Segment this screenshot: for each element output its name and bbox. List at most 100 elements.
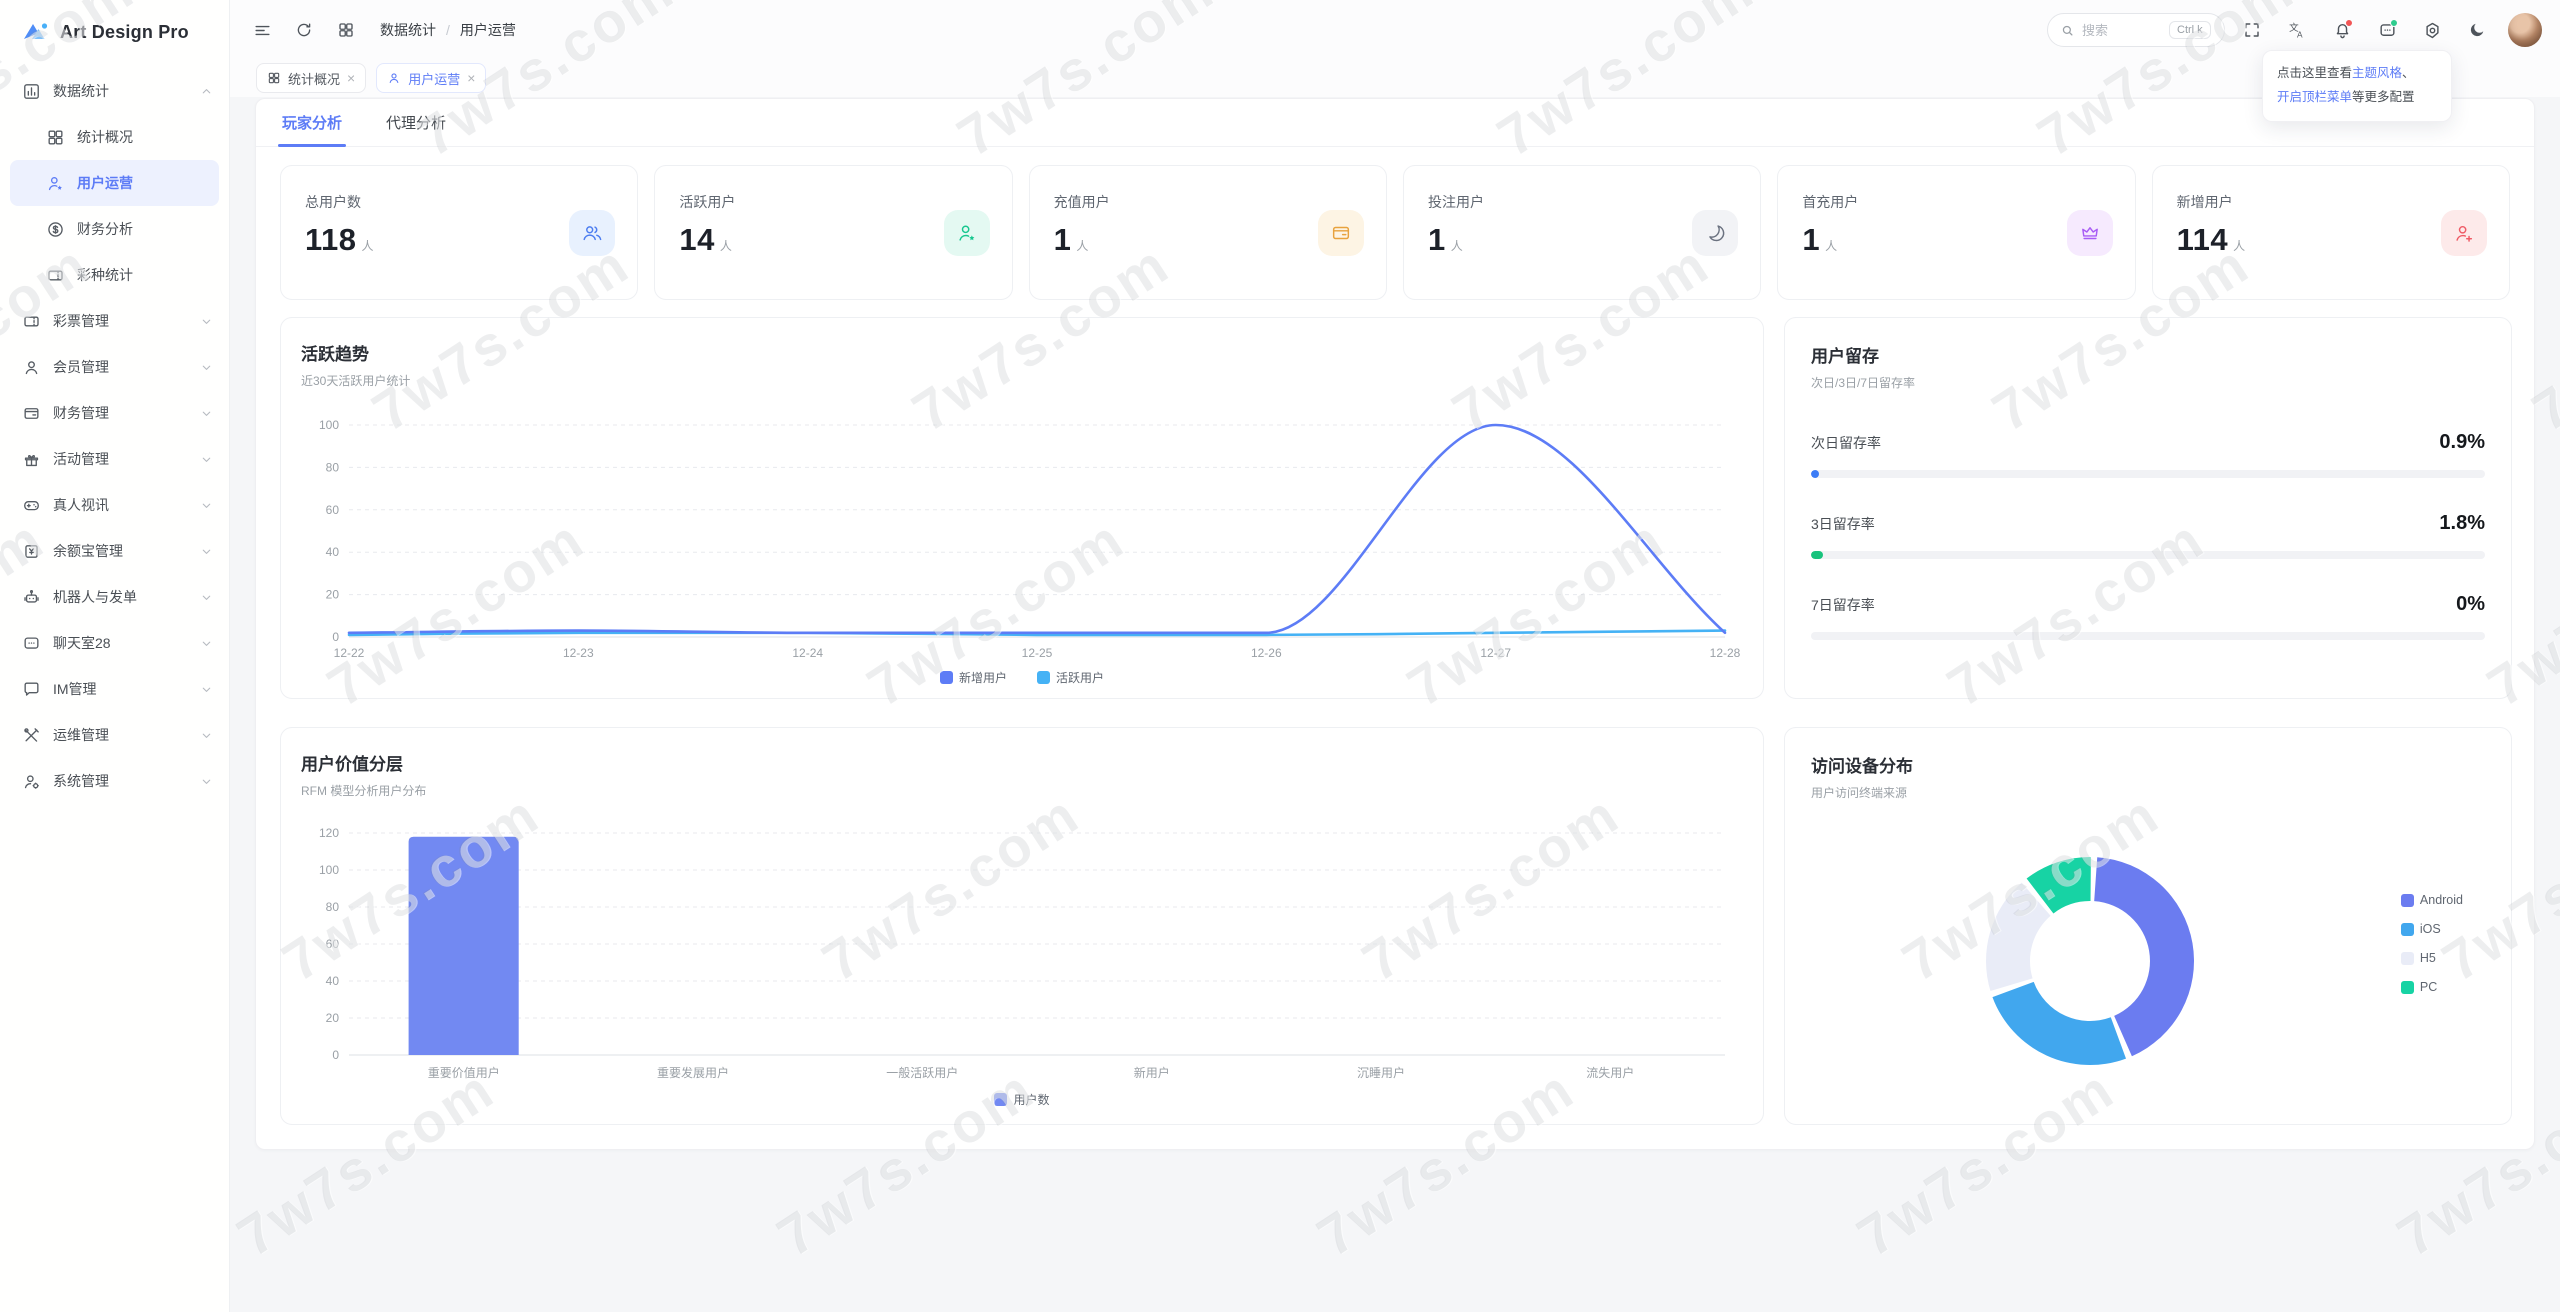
notifications-bell-icon[interactable] (2324, 12, 2360, 48)
svg-text:60: 60 (326, 937, 340, 951)
tab-玩家分析[interactable]: 玩家分析 (277, 112, 347, 147)
menu-collapse-icon[interactable] (244, 12, 280, 48)
tab-chip[interactable]: 用户运营 × (376, 63, 487, 93)
devices-legend-item[interactable]: Android (2400, 893, 2463, 907)
retention-row: 次日留存率 0.9% (1811, 431, 2485, 478)
svg-text:40: 40 (326, 545, 340, 559)
devices-legend-item[interactable]: iOS (2400, 922, 2463, 936)
header-zone: 数据统计 / 用户运营 Ctrl k 文A (230, 0, 2560, 97)
devices-donut-chart[interactable] (1935, 806, 2245, 1116)
devices-legend-item[interactable]: PC (2400, 980, 2463, 994)
user-icon (387, 71, 401, 85)
apps-grid-icon[interactable] (328, 12, 364, 48)
retention-row: 3日留存率 1.8% (1811, 512, 2485, 559)
user-retention-card: 用户留存 次日/3日/7日留存率 次日留存率 0.9% 3日留存率 1.8% 7日留存率… (1784, 317, 2512, 699)
sidebar-item[interactable]: 财务管理 (0, 390, 229, 436)
tab-代理分析[interactable]: 代理分析 (386, 115, 447, 132)
retention-value: 0% (2456, 593, 2485, 615)
sidebar-item-label: 真人视讯 (53, 497, 109, 513)
search-icon (2060, 23, 2075, 38)
sidebar-item[interactable]: 余额宝管理 (0, 528, 229, 574)
devices-legend-item[interactable]: H5 (2400, 951, 2463, 965)
legend-swatch (994, 1093, 1008, 1106)
svg-text:80: 80 (326, 460, 340, 474)
sidebar-item[interactable]: 会员管理 (0, 344, 229, 390)
breadcrumb-item[interactable]: 用户运营 (459, 22, 516, 38)
search-input[interactable] (2082, 22, 2162, 38)
sidebar-item[interactable]: 真人视讯 (0, 482, 229, 528)
sidebar-item[interactable]: 运维管理 (0, 712, 229, 758)
breadcrumb-item[interactable]: 数据统计 (380, 22, 436, 38)
trend-legend-item[interactable]: 新增用户 (939, 669, 1007, 686)
legend-label: 用户数 (1013, 1093, 1050, 1107)
svg-text:20: 20 (326, 1011, 340, 1025)
grid-icon (46, 128, 65, 147)
sidebar-item-label: 财务分析 (77, 221, 133, 237)
search-input-box[interactable]: Ctrl k (2047, 13, 2225, 47)
stat-value: 114 (2176, 222, 2229, 257)
legend-swatch (2400, 951, 2414, 965)
trend-legend-item[interactable]: 活跃用户 (1037, 669, 1104, 686)
analysis-subtabs: 玩家分析 代理分析 (256, 99, 2534, 147)
tab-chip[interactable]: 统计概况 × (256, 63, 367, 93)
chart-title: 活跃趋势 (301, 345, 369, 364)
chat-icon (22, 634, 41, 653)
stat-unit: 人 (1450, 239, 1463, 253)
dark-mode-moon-icon[interactable] (2459, 12, 2495, 48)
legend-label: 新增用户 (958, 671, 1007, 685)
bar-chart-icon (22, 82, 41, 101)
user-plus-icon (2440, 209, 2487, 256)
rfm-legend-item[interactable]: 用户数 (994, 1091, 1050, 1108)
settings-gear-icon[interactable] (2414, 12, 2450, 48)
tab-chips-bar: 统计概况 × 用户运营 × (230, 60, 2560, 96)
sidebar-item-label: 财务管理 (53, 405, 109, 421)
chevron-down-icon (200, 637, 213, 650)
avatar[interactable] (2508, 13, 2542, 47)
sidebar-item-active[interactable]: 用户运营 (10, 160, 219, 206)
sidebar-item-label: 余额宝管理 (53, 543, 123, 559)
sidebar-item[interactable]: IM管理 (0, 666, 229, 712)
sidebar-item[interactable]: 活动管理 (0, 436, 229, 482)
crown-icon (2066, 209, 2113, 256)
fullscreen-icon[interactable] (2234, 12, 2270, 48)
bet-icon (1692, 209, 1739, 256)
close-icon[interactable]: × (467, 70, 476, 86)
retention-value: 1.8% (2439, 512, 2485, 534)
svg-text:流失用户: 流失用户 (1586, 1065, 1634, 1080)
app-logo[interactable]: Art Design Pro (0, 0, 229, 64)
svg-text:12-27: 12-27 (1480, 646, 1511, 660)
tooltip-link[interactable]: 开启顶栏菜单 (2277, 89, 2353, 104)
stat-unit: 人 (1825, 239, 1838, 253)
svg-text:12-24: 12-24 (792, 646, 823, 660)
sidebar-item-child[interactable]: 统计概况 (10, 114, 219, 160)
close-icon[interactable]: × (347, 70, 356, 86)
sidebar-item[interactable]: 数据统计 (0, 68, 229, 114)
sidebar-item-child[interactable]: 彩种统计 (10, 252, 219, 298)
chart-subtitle: 近30天活跃用户统计 (301, 374, 411, 388)
robot-icon (22, 588, 41, 607)
sidebar-item[interactable]: 系统管理 (0, 758, 229, 804)
stat-card: 充值用户 1 人 (1028, 165, 1387, 300)
user-value-bar-chart[interactable]: 0 20 40 60 80 100 120 重要价值用户 重要发展用户 一般活跃用户 新用户 沉睡用户… (301, 821, 1743, 1089)
sidebar-item[interactable]: 聊天室28 (0, 620, 229, 666)
search-shortcut: Ctrl k (2169, 21, 2211, 39)
chart-title: 用户留存 (1811, 347, 1879, 366)
retention-label: 次日留存率 (1811, 434, 1881, 451)
tooltip-link[interactable]: 主题风格 (2352, 66, 2403, 80)
sidebar-item[interactable]: 机器人与发单 (0, 574, 229, 620)
stat-card: 总用户数 118 人 (280, 165, 639, 300)
retention-label: 7日留存率 (1811, 596, 1875, 613)
donut-slice-H5 (1986, 882, 2051, 992)
sidebar: Art Design Pro 数据统计 统计概况用户运营财务分析彩种统计 彩票管理会… (0, 0, 230, 1312)
sidebar-item-label: 用户运营 (77, 175, 133, 191)
svg-text:12-25: 12-25 (1022, 646, 1053, 660)
refresh-icon[interactable] (286, 12, 322, 48)
chevron-down-icon (200, 315, 213, 328)
sidebar-item[interactable]: 彩票管理 (0, 298, 229, 344)
sidebar-item-label: 系统管理 (53, 773, 109, 789)
active-trend-line-chart[interactable]: 0 20 40 60 80 100 12-22 12-23 12-24 12-25 12-26 12-… (301, 415, 1743, 667)
messages-icon[interactable] (2369, 12, 2405, 48)
legend-swatch (939, 671, 953, 684)
sidebar-item-child[interactable]: 财务分析 (10, 206, 219, 252)
